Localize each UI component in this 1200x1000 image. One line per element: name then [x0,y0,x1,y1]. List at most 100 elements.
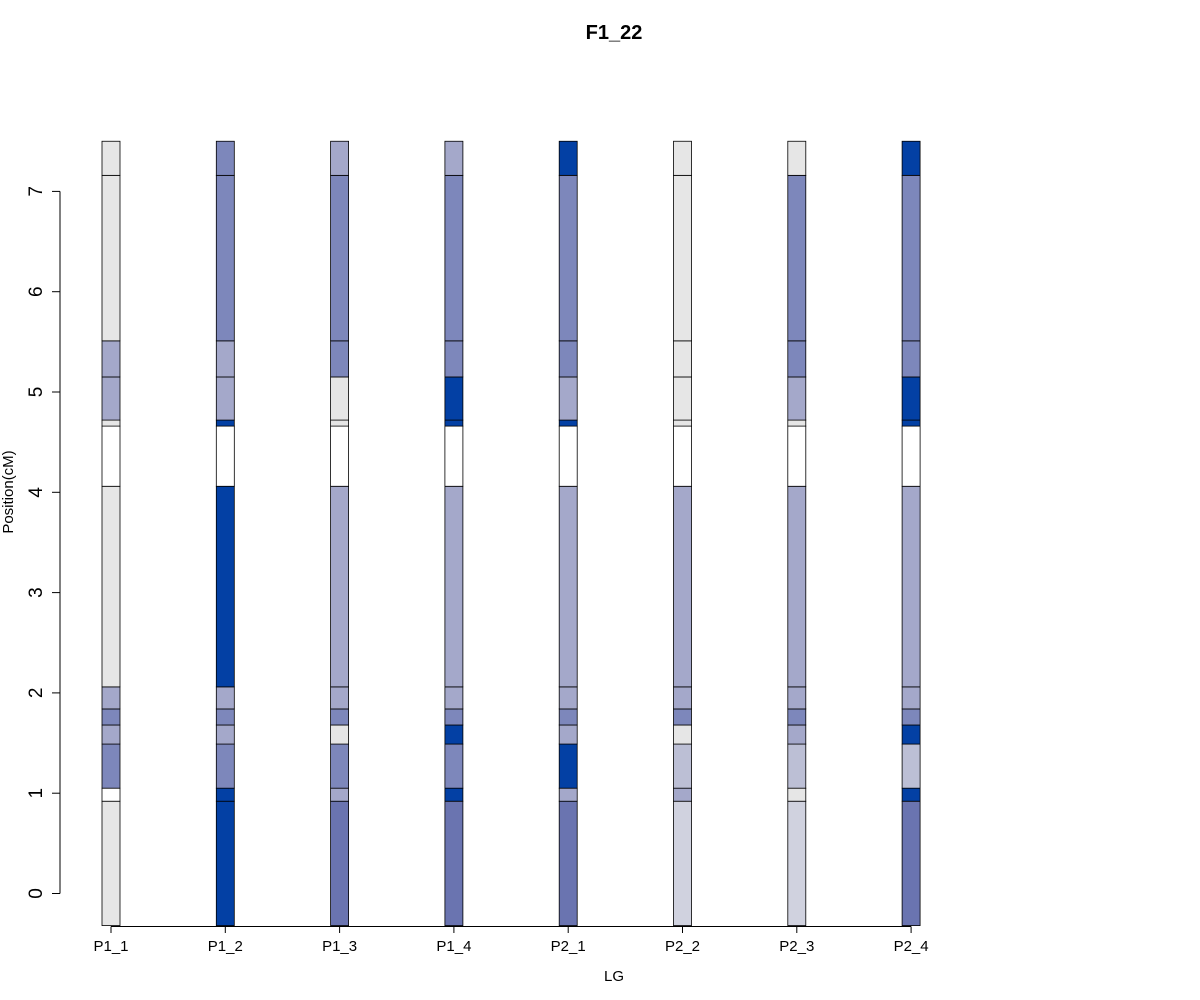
bar-segment [101,140,121,176]
bar-segment [558,419,578,427]
bar-segment [673,800,692,926]
bar-segment [101,419,121,427]
bar-segment [558,743,578,789]
bar-segment [673,743,692,789]
bar-segment [444,376,464,421]
bar-segment [901,743,921,789]
bar-segment [215,485,235,688]
bar-P2_3 [787,140,807,926]
y-tick-label: 2 [26,688,47,699]
bar-segment [787,787,807,802]
bar-P2_1 [558,140,578,926]
bar-segment [787,485,807,688]
bar-segment [901,140,921,176]
y-tick-label: 5 [26,387,47,398]
bar-segment [101,340,121,378]
bar-segment [901,800,921,926]
bar-segment [330,340,350,378]
bar-segment [901,425,921,487]
bar-segment [444,340,464,378]
bar-segment [444,485,464,688]
bar-segment [444,708,464,726]
bar-segment [444,425,464,487]
x-tick-label: P2_3 [779,938,814,955]
bar-P1_4 [444,140,464,926]
bar-segment [558,708,578,726]
y-axis: 0 1 2 3 4 5 6 7 [26,186,61,899]
bar-segment [444,724,464,745]
bar-segment [787,708,807,726]
x-tick-label: P1_3 [322,938,357,955]
bar-segment [215,743,235,789]
bar-segment [673,686,692,710]
bar-segment [330,686,350,710]
bar-segment [444,174,464,342]
bar-segment [101,787,121,802]
bar-segment [215,174,235,342]
bar-segment [215,787,235,802]
x-tick-label: P2_2 [665,938,700,955]
bar-segment [787,376,807,421]
bar-segment [901,485,921,688]
bar-segment [673,174,692,342]
bar-segment [330,419,350,427]
bar-segment [673,419,692,427]
bar-segment [101,743,121,789]
bar-segment [787,800,807,926]
bar-segment [558,787,578,802]
x-tick-label: P1_2 [208,938,243,955]
bar-segment [330,743,350,789]
bar-segment [215,419,235,427]
chart-title: F1_22 [586,22,643,44]
y-tick-label: 3 [26,587,47,598]
bar-segment [444,800,464,926]
bar-segment [673,787,692,802]
bar-segment [215,724,235,745]
bar-segment [215,340,235,378]
bar-segment [330,140,350,176]
bar-segment [444,743,464,789]
bar-segment [787,425,807,487]
bar-segment [444,787,464,802]
bar-segment [901,376,921,421]
bar-segment [673,425,692,487]
bar-segment [901,686,921,710]
bar-segment [558,376,578,421]
bar-segment [330,800,350,926]
bar-segment [673,376,692,421]
x-axis: P1_1 P1_2 P1_3 P1_4 P2_1 P2_2 P2_3 P2_4 [93,926,929,955]
bar-segment [330,174,350,342]
bar-segment [787,724,807,745]
y-tick-label: 0 [26,888,47,899]
bar-segment [558,485,578,688]
bar-P2_2 [673,140,692,926]
bar-segment [444,686,464,710]
bar-segment [673,140,692,176]
bar-segment [558,140,578,176]
bar-segment [330,425,350,487]
x-tick-label: P2_4 [894,938,929,955]
bar-segment [558,174,578,342]
bar-segment [558,425,578,487]
bar-segment [444,140,464,176]
y-tick-label: 1 [26,788,47,799]
bar-segment [215,425,235,487]
x-axis-label: LG [604,968,624,985]
bar-segment [101,800,121,926]
bar-segment [101,485,121,688]
bar-segment [787,419,807,427]
bar-segment [215,708,235,726]
bar-segment [330,787,350,802]
bar-segment [787,174,807,342]
bar-segment [558,800,578,926]
bar-segment [101,686,121,710]
bar-segment [901,787,921,802]
bar-segment [101,174,121,342]
plot-area [101,140,921,926]
bar-segment [101,724,121,745]
bar-segment [901,724,921,745]
bar-segment [787,743,807,789]
x-tick-label: P1_4 [436,938,471,955]
bar-segment [673,724,692,745]
